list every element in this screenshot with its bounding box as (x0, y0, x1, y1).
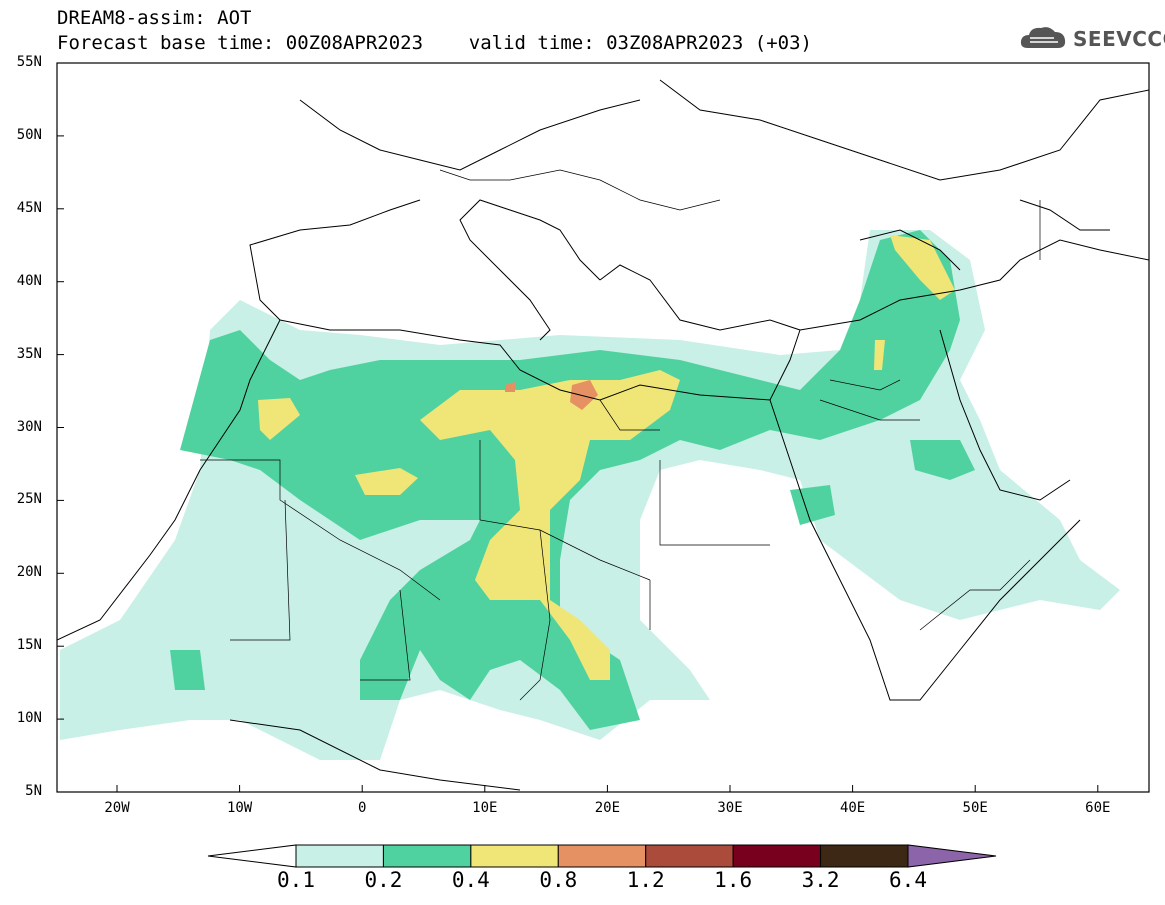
colorbar-label: 6.4 (889, 868, 927, 892)
colorbar-label: 0.4 (451, 868, 490, 892)
colorbar-label: 1.6 (714, 868, 753, 892)
lon-label: 30E (717, 800, 743, 816)
colorbar-box (295, 844, 384, 868)
lon-label: 10W (226, 800, 253, 816)
colorbar-label: 0.2 (364, 868, 403, 892)
colorbar-label: 1.2 (626, 868, 665, 892)
lat-label: 30N (16, 418, 42, 435)
lon-label: 60E (1085, 800, 1111, 816)
colorbar-over-triangle (907, 844, 997, 868)
colorbar-box (557, 844, 647, 868)
colorbar-box (470, 844, 559, 868)
lon-label: 0 (357, 800, 367, 816)
lat-label: 10N (16, 710, 42, 727)
map-title: DREAM8-assim: AOT (57, 7, 252, 29)
lat-label: 50N (16, 126, 42, 143)
lat-label: 20N (16, 564, 42, 581)
lon-label: 50E (962, 800, 988, 816)
lon-label: 20W (104, 800, 130, 816)
lat-label: 5N (25, 783, 42, 799)
logo-text: SEEVCCC (1073, 27, 1165, 51)
colorbar-label: 0.1 (277, 868, 315, 892)
lat-label: 40N (16, 272, 42, 289)
lon-label: 10E (472, 800, 498, 816)
lon-label: 40E (839, 800, 866, 816)
aot-field-0.8 (570, 380, 598, 410)
lat-label: 45N (16, 199, 42, 216)
colorbar-box (732, 844, 822, 868)
lat-label: 55N (16, 54, 42, 70)
colorbar-box (382, 844, 472, 868)
lat-label: 15N (16, 637, 42, 654)
colorbar-label: 0.8 (539, 868, 578, 892)
colorbar-under-triangle (207, 844, 297, 868)
colorbar-label: 3.2 (801, 868, 840, 892)
colorbar-box (645, 844, 734, 868)
lon-label: 20E (594, 800, 621, 816)
aot-field-0.4 (420, 370, 680, 680)
cloud-icon (1020, 27, 1066, 48)
lat-label: 25N (16, 491, 42, 508)
lat-label: 35N (16, 345, 42, 362)
colorbar-box (820, 844, 909, 868)
map-subtitle-times: Forecast base time: 00Z08APR2023 valid t… (57, 32, 812, 54)
